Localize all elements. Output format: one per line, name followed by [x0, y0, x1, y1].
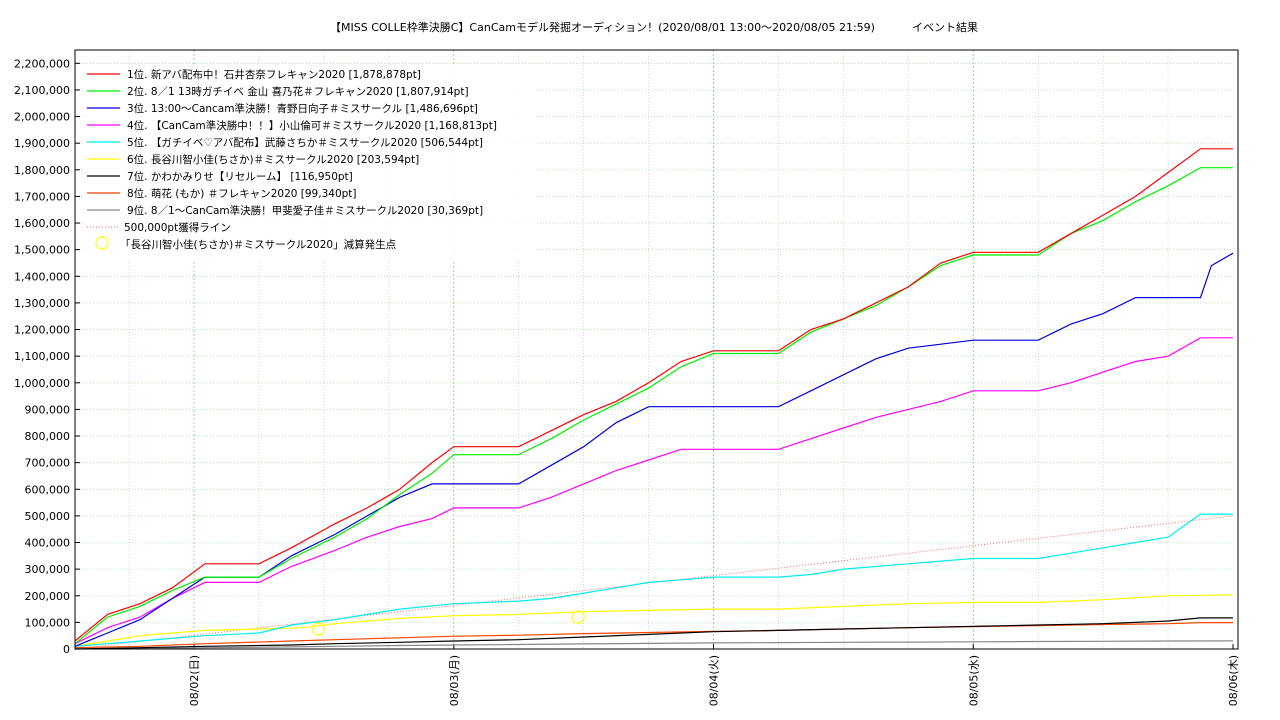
deduction-marker — [571, 610, 585, 624]
y-tick-label: 400,000 — [25, 537, 71, 550]
x-tick-label: 08/03(月) — [448, 655, 461, 706]
y-tick-label: 1,700,000 — [14, 190, 70, 203]
legend-label: 8位. 萌花 (もか) ＃フレキャン2020 [99,340pt] — [127, 187, 357, 200]
y-tick-label: 1,800,000 — [14, 164, 70, 177]
series-line — [74, 148, 1233, 642]
series-line — [74, 640, 1234, 650]
y-tick-label: 700,000 — [25, 457, 71, 470]
series-line — [74, 513, 1233, 647]
series-line — [74, 252, 1234, 647]
y-tick-label: 900,000 — [25, 403, 71, 416]
y-tick-label: 1,200,000 — [14, 324, 70, 337]
legend-label: 6位. 長谷川智小佳(ちさか)＃ミスサークル2020 [203,594pt] — [127, 153, 419, 166]
y-tick-label: 300,000 — [25, 563, 71, 576]
marker-layer — [311, 610, 585, 636]
x-tick-label: 08/05(水) — [967, 655, 980, 706]
series-line — [74, 337, 1233, 645]
legend-label: 500,000pt獲得ライン — [124, 221, 231, 234]
y-tick-label: 100,000 — [25, 616, 71, 629]
chart-subtitle: イベント結果 — [912, 20, 978, 34]
legend-label: 5位. 【ガチイベ♡アバ配布】武藤さちか＃ミスサークル2020 [506,544… — [127, 136, 483, 149]
y-tick-label: 600,000 — [25, 483, 71, 496]
y-tick-label: 1,100,000 — [14, 350, 70, 363]
y-tick-label: 2,200,000 — [14, 57, 70, 70]
legend-background — [84, 64, 536, 260]
legend-label: 9位. 8／1～CanCam準決勝！甲斐愛子佳＃ミスサークル2020 [30,3… — [127, 204, 483, 217]
y-tick-label: 2,100,000 — [14, 84, 70, 97]
legend-swatch — [95, 236, 109, 250]
plot-frame — [74, 49, 1239, 650]
x-tick-label: 08/02(日) — [188, 655, 201, 706]
y-tick-label: 1,500,000 — [14, 244, 70, 257]
y-tick-label: 1,400,000 — [14, 270, 70, 283]
legend-label: 1位. 新アバ配布中！石井杏奈フレキャン2020 [1,878,878pt] — [127, 68, 421, 81]
legend: 1位. 新アバ配布中！石井杏奈フレキャン2020 [1,878,878pt] 2位… — [84, 64, 536, 260]
legend-label: 3位. 13:00～Cancam準決勝！青野日向子＃ミスサークル [1,486,… — [127, 102, 478, 115]
y-tick-label: 0 — [63, 643, 70, 656]
x-tick-label: 08/06(木) — [1227, 655, 1240, 706]
legend-label: 7位. かわかみりせ【リセルーム】 [116,950pt] — [127, 170, 353, 183]
y-axis-labels: 0 100,000 200,000 300,000 400,000 500,000 600,… — [14, 57, 70, 656]
series-line — [74, 594, 1234, 647]
y-tick-label: 2,000,000 — [14, 111, 70, 124]
chart-title: 【MISS COLLE枠準決勝C】CanCamモデル発掘オーディション！(202… — [330, 20, 875, 34]
y-tick-label: 800,000 — [25, 430, 71, 443]
y-tick-label: 500,000 — [25, 510, 71, 523]
series-line — [74, 167, 1233, 645]
y-tick-label: 1,900,000 — [14, 137, 70, 150]
legend-label: 4位. 【CanCam準決勝中！！】小山倫可＃ミスサークル2020 [1,168… — [127, 119, 497, 132]
y-tick-label: 1,300,000 — [14, 297, 70, 310]
series-line — [74, 617, 1233, 650]
legend-label: 2位. 8／1 13時ガチイベ 金山 喜乃花＃フレキャン2020 [1,807,… — [127, 85, 469, 98]
x-tick-label: 08/04(火) — [708, 655, 721, 706]
x-axis-labels: 08/02(日) 08/03(月) 08/04(火) 08/05(水) 08/06(木) — [188, 655, 1240, 706]
y-tick-label: 1,000,000 — [14, 377, 70, 390]
series-line — [74, 622, 1233, 649]
legend-label: 「長谷川智小佳(ちさか)＃ミスサークル2020」減算発生点 — [120, 238, 396, 251]
deduction-marker — [311, 622, 326, 636]
y-tick-label: 200,000 — [25, 590, 71, 603]
series-layer — [74, 148, 1234, 650]
y-tick-label: 1,600,000 — [14, 217, 70, 230]
